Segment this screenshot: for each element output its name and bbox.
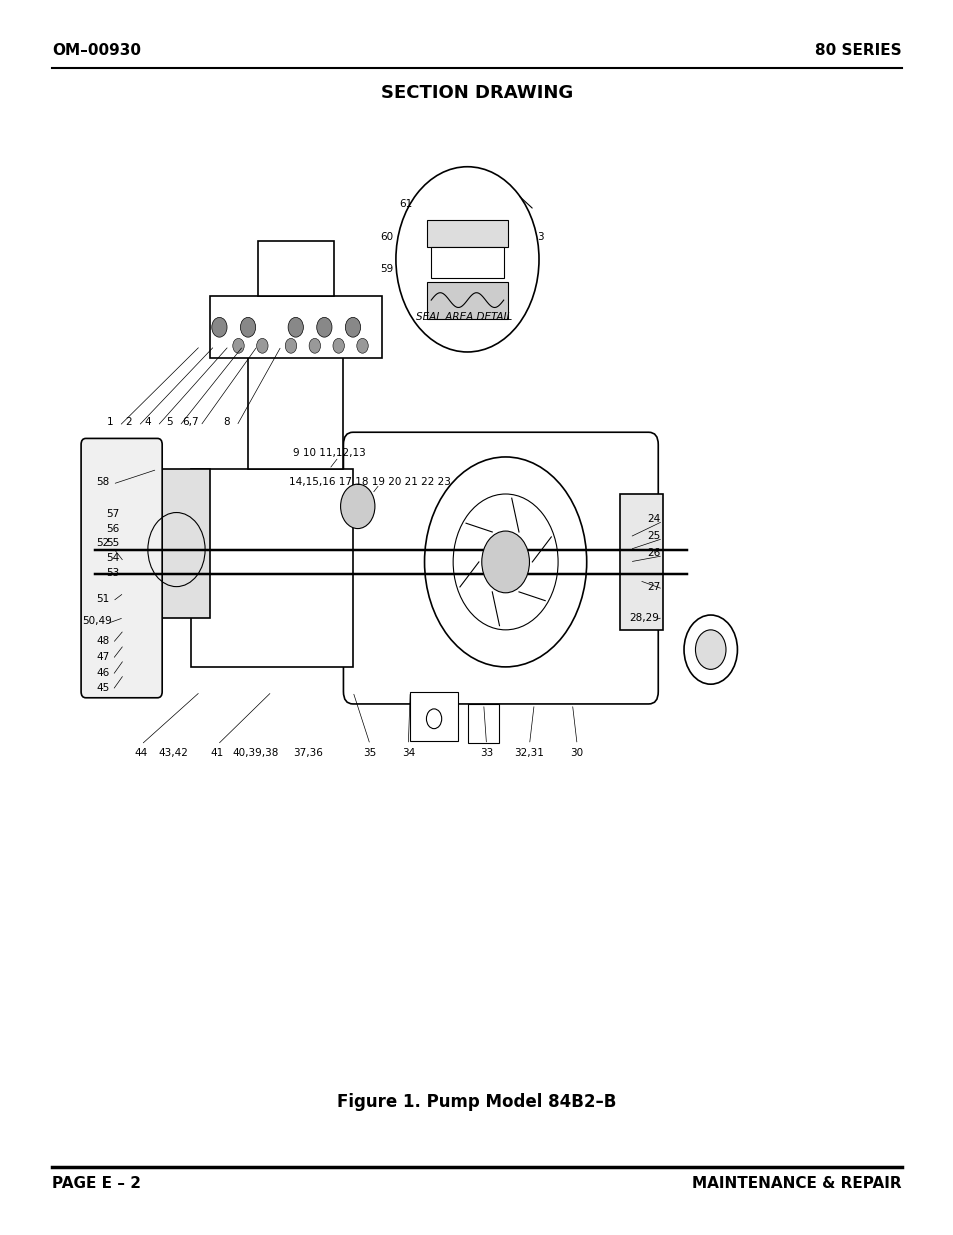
Text: 48: 48 — [96, 636, 110, 646]
Text: 40,39,38: 40,39,38 — [233, 748, 278, 758]
Text: 35: 35 — [363, 748, 376, 758]
FancyBboxPatch shape — [152, 469, 210, 618]
Text: 3: 3 — [537, 232, 543, 242]
Circle shape — [481, 531, 529, 593]
Circle shape — [340, 484, 375, 529]
Circle shape — [333, 338, 344, 353]
Circle shape — [309, 338, 320, 353]
Circle shape — [285, 338, 296, 353]
Text: 58: 58 — [96, 477, 110, 487]
FancyBboxPatch shape — [257, 241, 334, 296]
FancyBboxPatch shape — [210, 296, 381, 358]
Text: 1: 1 — [107, 417, 112, 427]
Text: 45: 45 — [96, 683, 110, 693]
Text: 2: 2 — [126, 417, 132, 427]
Text: 34: 34 — [401, 748, 415, 758]
Text: OM–00930: OM–00930 — [52, 43, 141, 58]
Text: 59: 59 — [379, 264, 393, 274]
FancyBboxPatch shape — [248, 346, 343, 469]
Text: 51: 51 — [96, 594, 110, 604]
FancyBboxPatch shape — [619, 494, 662, 630]
Circle shape — [233, 338, 244, 353]
Text: 33: 33 — [479, 748, 493, 758]
Text: 5: 5 — [167, 417, 172, 427]
FancyBboxPatch shape — [81, 438, 162, 698]
Text: 60: 60 — [379, 232, 393, 242]
FancyBboxPatch shape — [191, 469, 353, 667]
Circle shape — [356, 338, 368, 353]
Text: 57: 57 — [106, 509, 119, 519]
Text: 52: 52 — [96, 538, 110, 548]
Text: 6,7: 6,7 — [182, 417, 199, 427]
FancyBboxPatch shape — [343, 432, 658, 704]
Text: 4: 4 — [145, 417, 151, 427]
Text: 61: 61 — [398, 199, 412, 209]
Text: 43,42: 43,42 — [158, 748, 189, 758]
Text: 30: 30 — [570, 748, 583, 758]
Circle shape — [288, 317, 303, 337]
FancyBboxPatch shape — [427, 220, 507, 247]
Text: 26: 26 — [646, 548, 659, 558]
Text: 50,49: 50,49 — [82, 616, 112, 626]
Text: 80 SERIES: 80 SERIES — [814, 43, 901, 58]
Text: 53: 53 — [106, 568, 119, 578]
Text: 9 10 11,12,13: 9 10 11,12,13 — [293, 448, 365, 458]
Text: 56: 56 — [106, 524, 119, 534]
Text: Figure 1. Pump Model 84B2–B: Figure 1. Pump Model 84B2–B — [337, 1093, 616, 1112]
Text: 55: 55 — [106, 538, 119, 548]
Text: 41: 41 — [211, 748, 224, 758]
Circle shape — [345, 317, 360, 337]
Circle shape — [695, 630, 725, 669]
Text: SECTION DRAWING: SECTION DRAWING — [380, 84, 573, 103]
Circle shape — [212, 317, 227, 337]
FancyBboxPatch shape — [410, 692, 457, 741]
Text: MAINTENANCE & REPAIR: MAINTENANCE & REPAIR — [691, 1176, 901, 1191]
Text: PAGE E – 2: PAGE E – 2 — [52, 1176, 141, 1191]
Text: SEAL AREA DETAIL: SEAL AREA DETAIL — [416, 312, 512, 322]
Circle shape — [240, 317, 255, 337]
Text: 8: 8 — [224, 417, 230, 427]
FancyBboxPatch shape — [431, 247, 503, 278]
Text: 54: 54 — [106, 553, 119, 563]
Text: 37,36: 37,36 — [293, 748, 323, 758]
FancyBboxPatch shape — [427, 282, 507, 319]
Circle shape — [256, 338, 268, 353]
Text: 44: 44 — [134, 748, 148, 758]
Text: 27: 27 — [646, 582, 659, 592]
Text: 28,29: 28,29 — [628, 613, 659, 622]
Circle shape — [316, 317, 332, 337]
Text: 46: 46 — [96, 668, 110, 678]
Text: 25: 25 — [646, 531, 659, 541]
Text: 32,31: 32,31 — [514, 748, 544, 758]
Text: 14,15,16 17 18 19 20 21 22 23: 14,15,16 17 18 19 20 21 22 23 — [289, 477, 451, 487]
Text: 24: 24 — [646, 514, 659, 524]
Text: 47: 47 — [96, 652, 110, 662]
